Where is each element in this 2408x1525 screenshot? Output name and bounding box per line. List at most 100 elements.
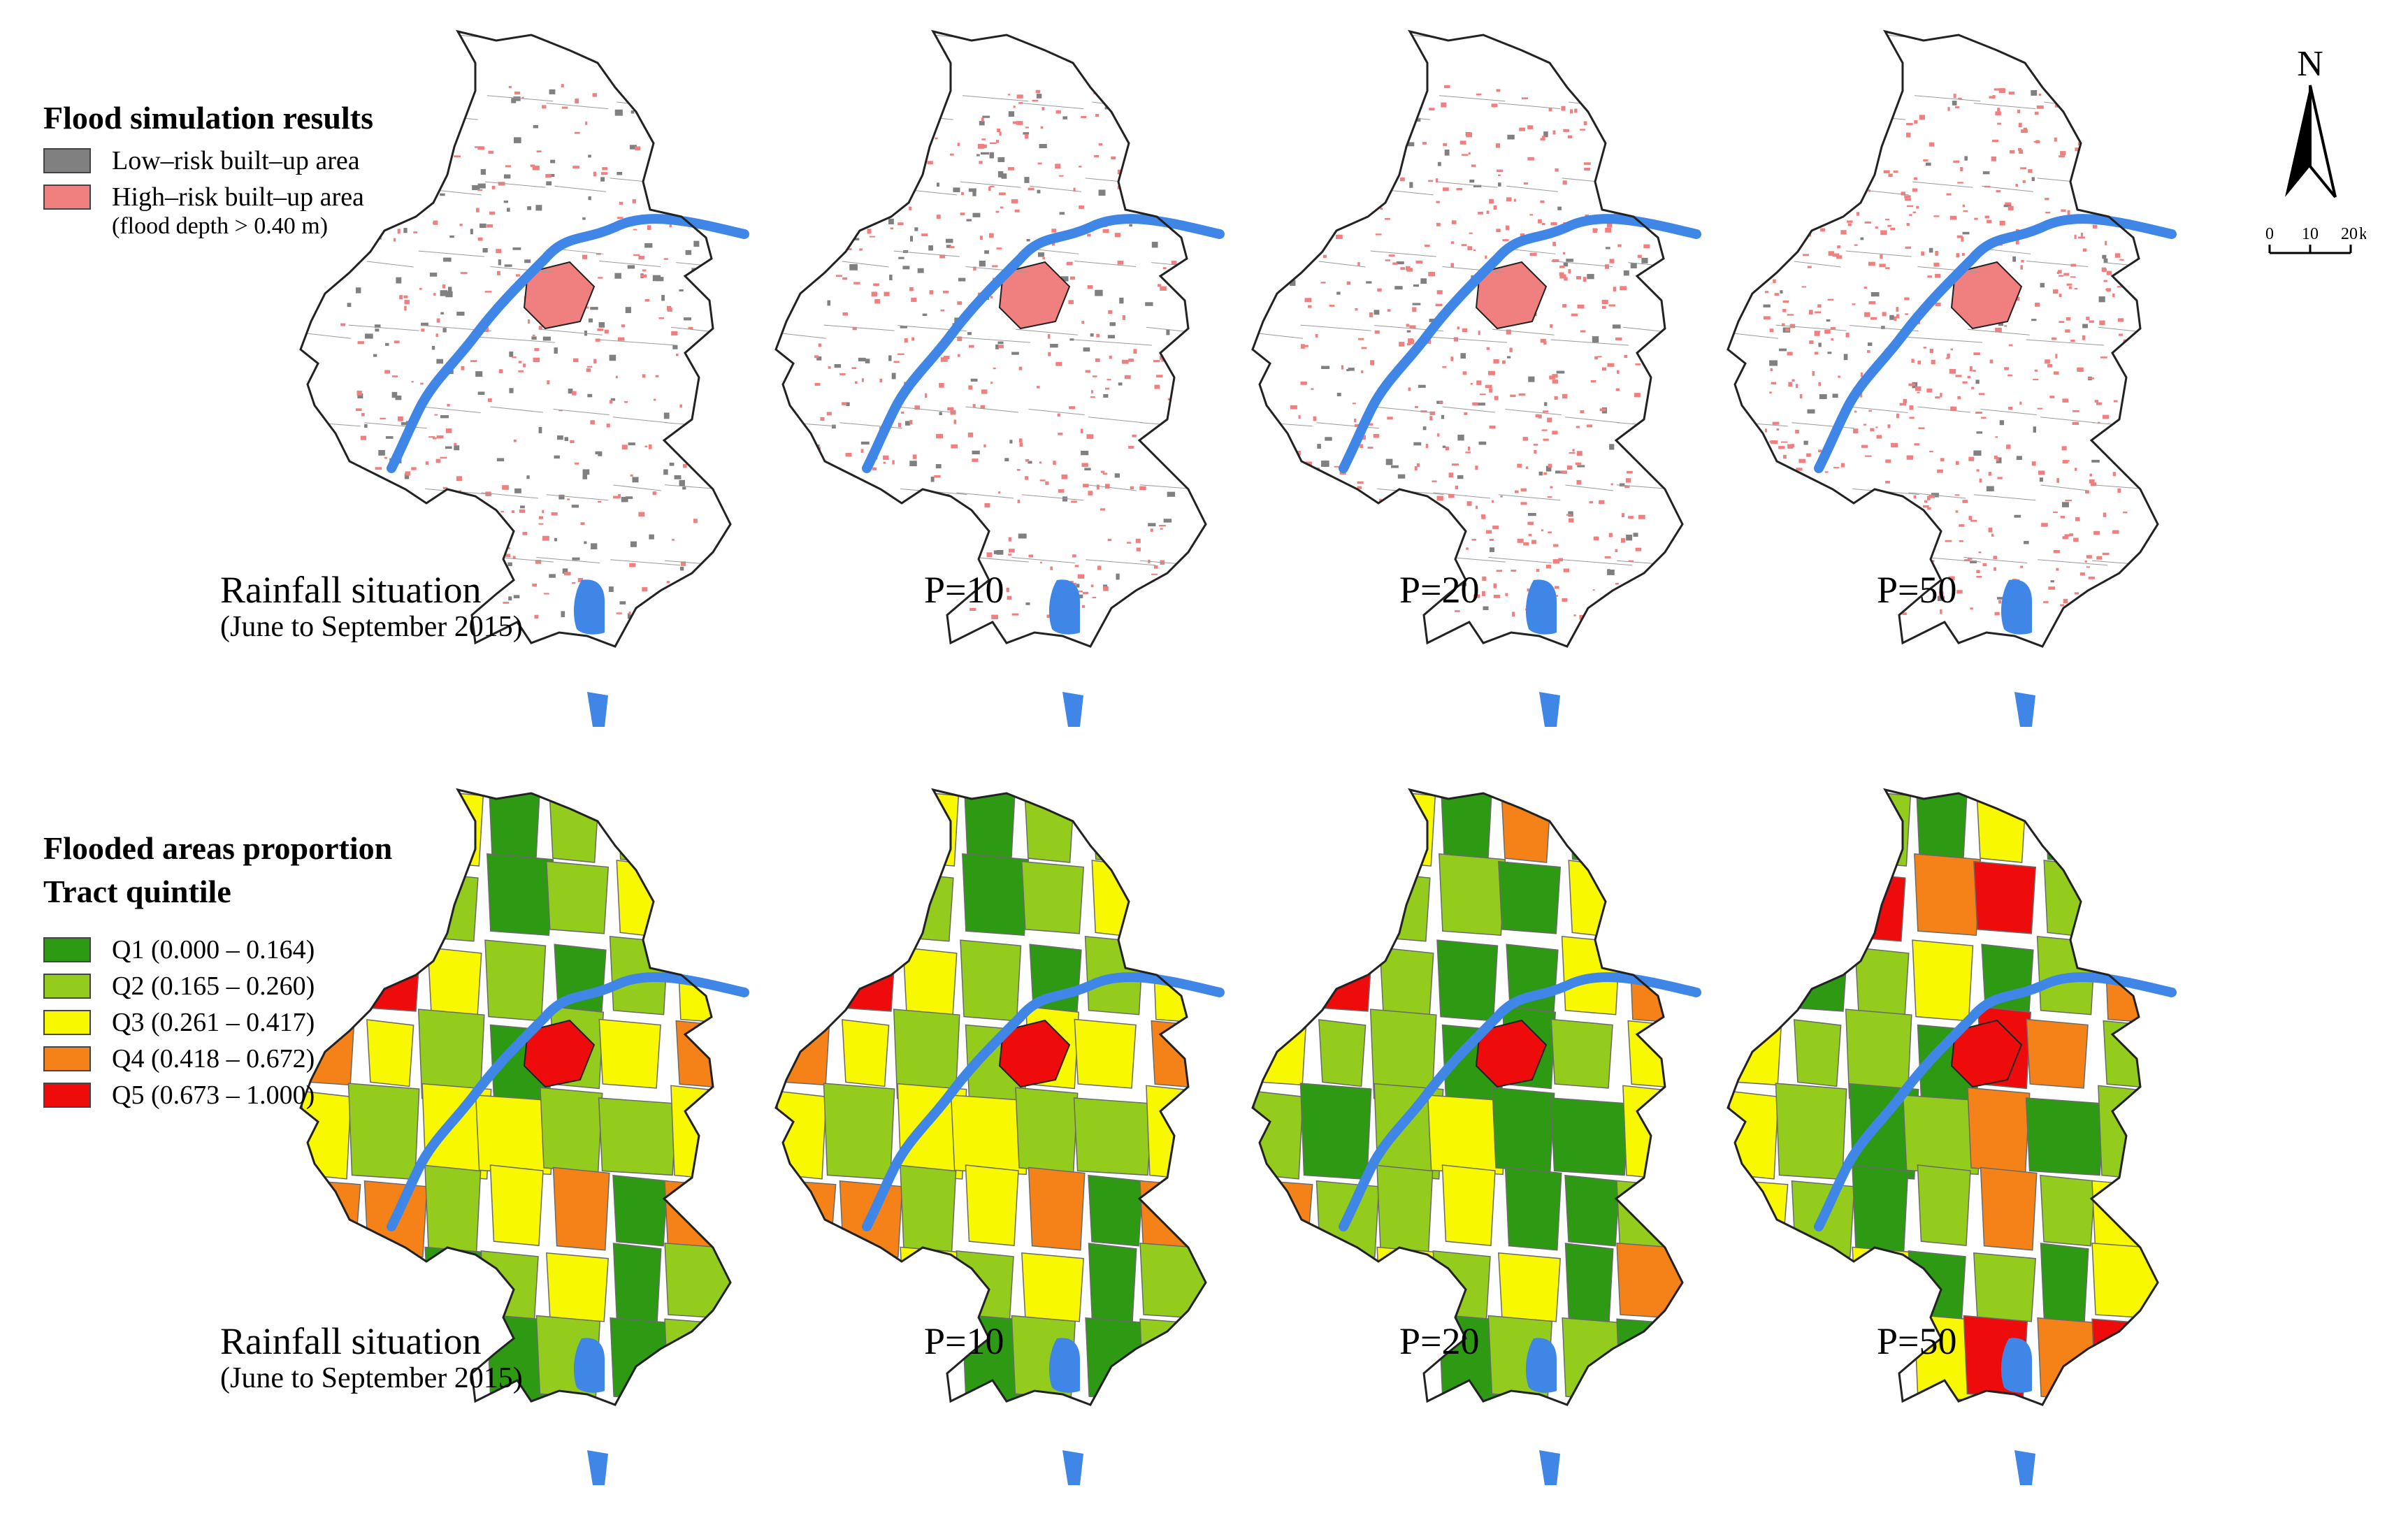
- high-risk-patch: [1135, 538, 1141, 543]
- high-risk-patch: [1782, 505, 1788, 509]
- high-risk-patch: [1107, 538, 1112, 542]
- tract-polygon: [1441, 1164, 1496, 1246]
- high-risk-patch: [602, 167, 608, 171]
- high-risk-patch: [528, 319, 531, 324]
- panel-label-p50-bottom: P=50: [1877, 1320, 1957, 1362]
- high-risk-patch: [981, 138, 986, 140]
- high-risk-patch: [1365, 169, 1369, 173]
- high-risk-patch: [1927, 275, 1933, 278]
- high-risk-patch: [2082, 335, 2086, 340]
- low-risk-patch: [1107, 335, 1116, 339]
- high-risk-patch: [574, 462, 579, 465]
- high-risk-patch: [1476, 380, 1482, 385]
- high-risk-patch: [1133, 611, 1140, 614]
- low-risk-patch: [1810, 167, 1815, 173]
- high-risk-patch: [1933, 262, 1940, 267]
- high-risk-patch: [1341, 205, 1345, 208]
- low-risk-patch: [679, 289, 684, 292]
- low-risk-patch: [1577, 465, 1585, 468]
- high-risk-patch: [1042, 257, 1045, 259]
- high-risk-patch: [375, 467, 382, 470]
- high-risk-patch: [1552, 380, 1559, 384]
- high-risk-patch: [814, 382, 821, 386]
- high-risk-patch: [1500, 496, 1503, 498]
- high-risk-patch: [1381, 528, 1388, 532]
- high-risk-patch: [616, 612, 622, 614]
- tract-polygon: [1436, 939, 1499, 1022]
- low-risk-patch: [498, 517, 503, 523]
- high-risk-patch: [2067, 210, 2070, 215]
- high-risk-patch: [399, 295, 403, 300]
- high-risk-patch: [518, 361, 522, 363]
- high-risk-patch: [2035, 303, 2040, 307]
- high-risk-patch: [1626, 122, 1631, 125]
- high-risk-patch: [1406, 342, 1411, 346]
- low-risk-patch: [1870, 291, 1880, 297]
- high-risk-patch: [2113, 400, 2118, 403]
- flood-simulation-map: [1726, 29, 2177, 727]
- q4-swatch: [43, 1046, 91, 1071]
- low-risk-patch: [1408, 142, 1415, 147]
- high-risk-patch: [1912, 188, 1918, 192]
- high-risk-patch: [1917, 391, 1920, 393]
- high-risk-patch: [1896, 307, 1899, 312]
- high-risk-patch: [379, 224, 384, 227]
- high-risk-patch: [1800, 530, 1804, 532]
- high-risk-patch: [822, 579, 826, 582]
- tract-polygon: [1568, 790, 1631, 865]
- tract-polygon: [1728, 790, 1794, 858]
- low-risk-patch: [1024, 177, 1030, 183]
- low-risk-patch: [1288, 458, 1297, 462]
- high-risk-patch: [1970, 607, 1973, 610]
- high-risk-patch: [879, 378, 883, 383]
- high-risk-patch: [629, 563, 636, 568]
- high-risk-patch: [477, 146, 485, 150]
- high-risk-patch: [1319, 568, 1323, 570]
- high-risk-patch: [1157, 284, 1162, 287]
- high-risk-patch: [1786, 166, 1789, 171]
- high-risk-patch: [512, 556, 516, 560]
- high-risk-patch: [1959, 524, 1965, 527]
- high-risk-patch: [1417, 87, 1420, 92]
- high-risk-patch: [2053, 289, 2059, 294]
- high-risk-patch: [1929, 451, 1933, 453]
- high-risk-patch: [1520, 502, 1527, 505]
- low-risk-patch: [979, 121, 985, 126]
- low-risk-patch: [669, 463, 675, 466]
- high-risk-patch: [1860, 372, 1863, 377]
- high-risk-patch: [893, 549, 900, 554]
- high-risk-patch: [940, 357, 948, 362]
- low-risk-patch: [533, 124, 539, 129]
- high-risk-patch: [1122, 315, 1125, 320]
- high-risk-patch: [1320, 282, 1326, 284]
- high-risk-patch: [1085, 370, 1090, 373]
- high-risk-patch: [1906, 455, 1914, 460]
- high-risk-patch: [667, 308, 672, 312]
- tract-polygon: [1376, 1164, 1434, 1253]
- high-risk-patch: [508, 86, 512, 89]
- high-risk-patch: [1881, 86, 1886, 91]
- yangtze-river: [387, 972, 749, 1231]
- high-risk-patch: [534, 347, 540, 352]
- high-risk-patch: [2093, 530, 2100, 535]
- tract-polygon: [2106, 790, 2158, 866]
- yangtze-river: [1814, 972, 2177, 1231]
- tract-polygon: [1914, 853, 1982, 937]
- low-risk-label: Low–risk built–up area: [112, 146, 360, 175]
- low-risk-patch: [1633, 533, 1638, 537]
- low-risk-patch: [1325, 437, 1332, 441]
- low-risk-patch: [550, 159, 556, 164]
- low-risk-patch: [979, 260, 986, 267]
- high-risk-patch: [1295, 224, 1302, 226]
- high-risk-patch: [1962, 381, 1968, 384]
- high-risk-patch: [842, 402, 847, 405]
- high-risk-patch: [1606, 223, 1613, 228]
- tract-polygon: [1139, 1242, 1206, 1320]
- low-risk-patch: [526, 475, 530, 479]
- high-risk-patch: [1380, 102, 1384, 106]
- lake: [1048, 579, 1080, 635]
- legend-item-q3: Q3 (0.261 – 0.417): [43, 1007, 392, 1038]
- high-risk-patch: [1547, 417, 1552, 423]
- high-risk-patch: [949, 246, 955, 249]
- low-risk-patch: [1827, 352, 1832, 354]
